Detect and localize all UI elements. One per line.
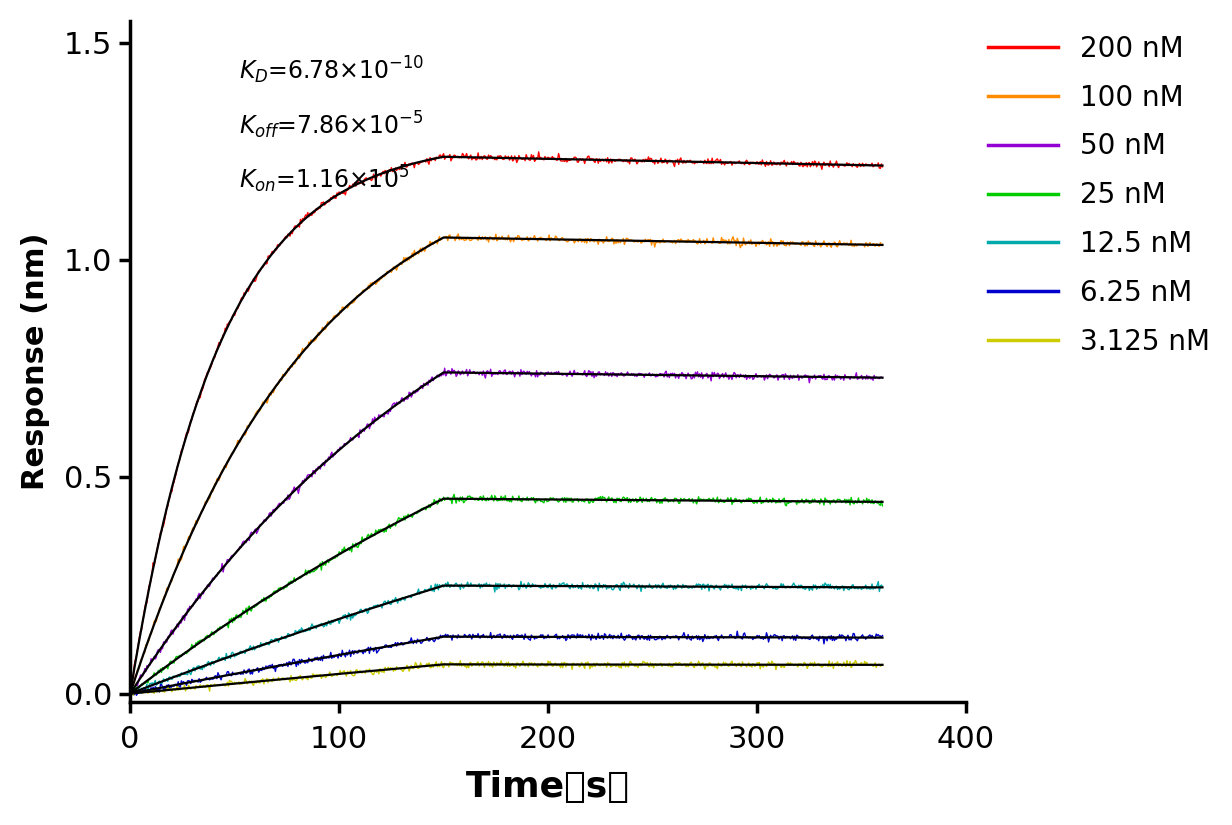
- Text: $K_{on}$=1.16×10$^5$: $K_{on}$=1.16×10$^5$: [239, 164, 409, 196]
- X-axis label: Time（s）: Time（s）: [466, 771, 630, 804]
- Text: $K_{off}$=7.86×10$^{-5}$: $K_{off}$=7.86×10$^{-5}$: [239, 110, 424, 141]
- Y-axis label: Response (nm): Response (nm): [21, 233, 49, 490]
- Legend: 200 nM, 100 nM, 50 nM, 25 nM, 12.5 nM, 6.25 nM, 3.125 nM: 200 nM, 100 nM, 50 nM, 25 nM, 12.5 nM, 6…: [988, 35, 1210, 356]
- Text: $K_D$=6.78×10$^{-10}$: $K_D$=6.78×10$^{-10}$: [239, 55, 424, 87]
